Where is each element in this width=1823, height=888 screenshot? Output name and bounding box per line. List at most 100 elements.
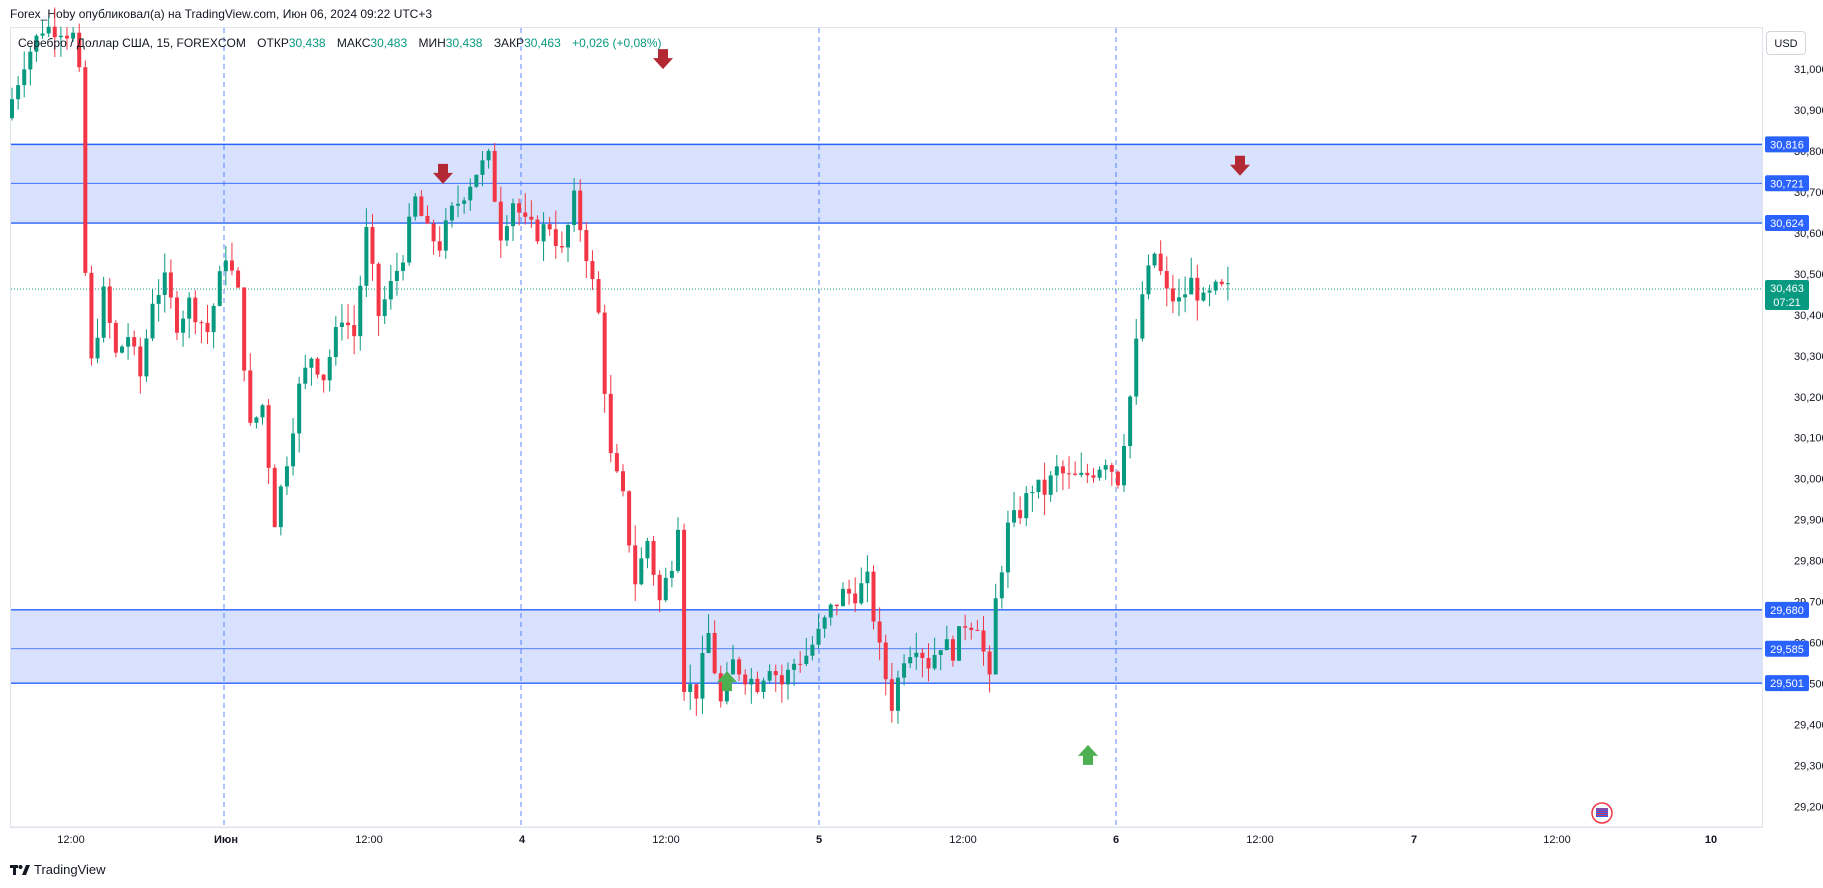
- candle-body: [614, 453, 619, 472]
- zone-rect: [11, 144, 1762, 224]
- candle-body: [456, 203, 461, 206]
- open-value: 30,438: [288, 36, 326, 50]
- y-tick-label: 30,400: [1794, 310, 1823, 322]
- candle: [657, 570, 662, 613]
- change-value: +0,026 (+0,08%): [572, 36, 662, 50]
- candle-body: [339, 322, 344, 327]
- candle: [1036, 479, 1041, 499]
- candle-body: [211, 305, 216, 333]
- candle-body: [468, 186, 473, 201]
- close-value: 30,463: [524, 36, 561, 50]
- candle-body: [229, 260, 234, 271]
- candle: [333, 316, 338, 366]
- candle: [89, 265, 94, 366]
- candle: [297, 376, 302, 453]
- x-tick-label: Июн: [214, 834, 238, 846]
- buy-arrow-icon: [1078, 744, 1098, 765]
- candle: [1207, 284, 1212, 307]
- candle: [1115, 470, 1120, 489]
- zones-layer: [11, 143, 1762, 684]
- y-tick-label: 29,900: [1794, 515, 1823, 527]
- candle-body: [419, 196, 424, 216]
- candle: [321, 373, 326, 393]
- candle: [1177, 278, 1182, 317]
- open-label: ОТКР: [257, 36, 289, 50]
- candle-body: [669, 570, 674, 578]
- tag-label: 29,585: [1770, 644, 1804, 656]
- candle: [682, 523, 687, 701]
- candle: [559, 231, 564, 254]
- y-tick-label: 30,200: [1794, 392, 1823, 404]
- candle-body: [187, 297, 192, 319]
- candle: [358, 275, 363, 351]
- candle: [242, 287, 247, 382]
- candle: [1024, 486, 1029, 527]
- candle: [83, 60, 88, 277]
- brand-name: TradingView: [34, 862, 106, 877]
- candle: [902, 654, 907, 686]
- candle-body: [627, 491, 632, 546]
- tag-label: 30,721: [1770, 178, 1804, 190]
- candle: [675, 517, 680, 573]
- candle-body: [297, 383, 302, 434]
- candle: [181, 310, 186, 347]
- candle-body: [682, 529, 687, 693]
- candle: [168, 259, 173, 309]
- candle: [883, 634, 888, 696]
- candle-body: [730, 659, 735, 675]
- tag-bg: [1765, 175, 1809, 192]
- candle: [248, 353, 253, 426]
- currency-button[interactable]: USD: [1766, 31, 1806, 55]
- countdown-label: 07:21: [1773, 297, 1801, 309]
- symbol-name[interactable]: Серебро / Доллар США, 15, FOREXCOM: [18, 36, 246, 50]
- tradingview-logo[interactable]: TradingView: [10, 862, 106, 877]
- candle-body: [1060, 466, 1065, 474]
- candle: [144, 329, 149, 382]
- candle: [10, 87, 14, 121]
- y-tick-label: 29,300: [1794, 761, 1823, 773]
- candle-body: [773, 671, 778, 676]
- candle: [229, 242, 234, 276]
- candle-body: [1024, 493, 1029, 519]
- candle: [981, 616, 986, 666]
- candle: [284, 456, 289, 495]
- candle: [492, 142, 497, 203]
- current-price-label: 30,463: [1770, 283, 1804, 295]
- candle-body: [474, 174, 479, 187]
- candle: [71, 26, 76, 42]
- candle-body: [749, 678, 754, 685]
- candle: [621, 464, 625, 497]
- candle: [889, 662, 894, 723]
- candle: [798, 651, 803, 673]
- candle: [645, 537, 650, 569]
- candle: [547, 216, 552, 236]
- candle-body: [205, 322, 210, 333]
- candle: [107, 278, 112, 339]
- candle: [578, 179, 583, 242]
- candle: [743, 669, 748, 695]
- candle: [993, 583, 998, 675]
- candle-body: [1128, 396, 1133, 447]
- candle: [614, 443, 619, 474]
- tag-label: 30,816: [1770, 139, 1804, 151]
- candle: [944, 625, 949, 651]
- zone-price-tag: 30,816: [1765, 136, 1809, 153]
- candle-body: [957, 626, 962, 661]
- candle: [785, 662, 790, 700]
- candle: [633, 525, 638, 601]
- tag-bg: [1765, 280, 1809, 311]
- candle: [474, 174, 479, 189]
- candle: [572, 178, 577, 232]
- candle: [187, 292, 192, 339]
- candle-body: [138, 346, 143, 377]
- candle: [52, 7, 57, 58]
- candle: [1012, 491, 1017, 528]
- y-tick-label: 30,500: [1794, 269, 1823, 281]
- candle-body: [834, 604, 839, 607]
- arrow-shape: [717, 671, 737, 692]
- candle: [437, 226, 442, 257]
- candle-body: [358, 285, 363, 337]
- candles-layer: [10, 7, 1230, 724]
- candle-body: [779, 675, 784, 685]
